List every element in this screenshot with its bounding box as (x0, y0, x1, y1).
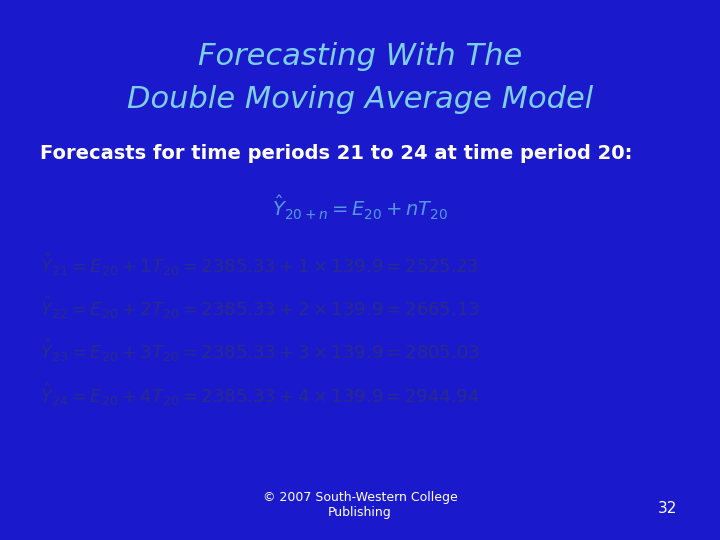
Text: © 2007 South-Western College
Publishing: © 2007 South-Western College Publishing (263, 491, 457, 519)
Text: $\hat{Y}_{20+n} = E_{20} + nT_{20}$: $\hat{Y}_{20+n} = E_{20} + nT_{20}$ (272, 194, 448, 222)
Text: Forecasting With The: Forecasting With The (198, 42, 522, 71)
Text: Forecasts for time periods 21 to 24 at time period 20:: Forecasts for time periods 21 to 24 at t… (40, 144, 632, 164)
Text: Double Moving Average Model: Double Moving Average Model (127, 85, 593, 114)
Text: $\hat{Y}_{21} = E_{20} + 1T_{20} = 2385.33 + 1\times139.9 = 2525.23$: $\hat{Y}_{21} = E_{20} + 1T_{20} = 2385.… (40, 251, 478, 278)
Text: $\hat{Y}_{24} = E_{20} + 4T_{20} = 2385.33 + 4\times139.9 = 2944.94$: $\hat{Y}_{24} = E_{20} + 4T_{20} = 2385.… (40, 381, 480, 408)
Text: $\hat{Y}_{22} = E_{20} + 2T_{20} = 2385.33 + 2\times139.9 = 2665.13$: $\hat{Y}_{22} = E_{20} + 2T_{20} = 2385.… (40, 294, 480, 321)
Text: $\hat{Y}_{23} = E_{20} + 3T_{20} = 2385.33 + 3\times139.9 = 2805.03$: $\hat{Y}_{23} = E_{20} + 3T_{20} = 2385.… (40, 338, 480, 364)
Text: 32: 32 (657, 501, 677, 516)
